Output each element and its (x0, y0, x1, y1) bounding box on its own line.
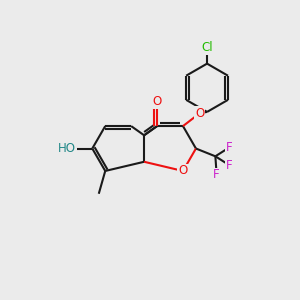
Text: F: F (213, 169, 220, 182)
Text: Cl: Cl (201, 41, 213, 54)
Text: O: O (178, 164, 188, 178)
Text: O: O (195, 106, 204, 120)
Text: F: F (226, 141, 233, 154)
Text: F: F (226, 159, 233, 172)
Text: HO: HO (58, 142, 76, 155)
Text: O: O (152, 95, 162, 108)
